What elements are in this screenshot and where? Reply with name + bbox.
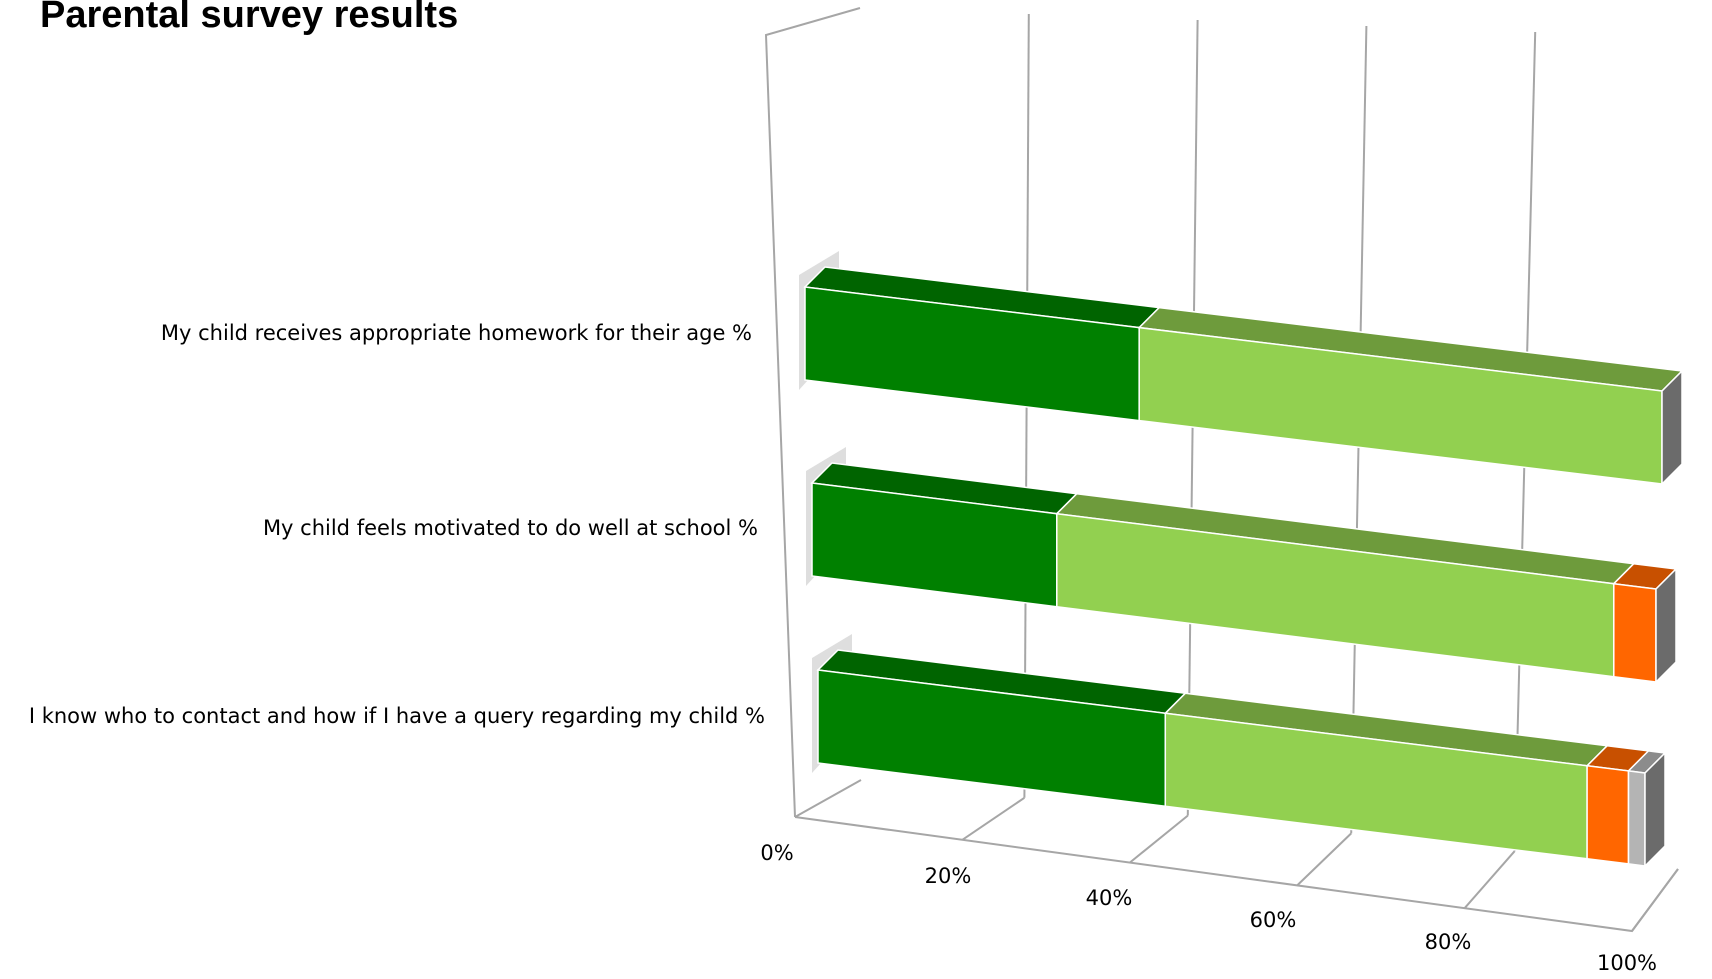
bar-group <box>806 447 1678 684</box>
bar-end-cap <box>1661 369 1683 486</box>
x-tick-label: 60% <box>1250 908 1297 932</box>
floor-gridline <box>1296 832 1352 887</box>
floor-gridline <box>961 796 1025 841</box>
x-tick-label: 0% <box>760 841 793 865</box>
category-labels: My child receives appropriate homework f… <box>29 321 765 728</box>
category-label: My child receives appropriate homework f… <box>161 321 752 345</box>
category-label: I know who to contact and how if I have … <box>29 704 765 728</box>
bar-group <box>799 251 1684 486</box>
bar-segment <box>1586 764 1630 865</box>
x-tick-label: 80% <box>1425 930 1472 954</box>
side-wall <box>764 7 861 818</box>
bar-group <box>812 634 1667 868</box>
bar-segment <box>1627 770 1646 867</box>
chart-title: Parental survey results <box>40 0 459 36</box>
floor-gridline <box>1631 868 1679 932</box>
x-tick-labels: 0% 20% 40% 60% 80% 100% <box>760 841 1657 975</box>
x-tick-label: 100% <box>1597 951 1657 975</box>
floor-gridline <box>1129 814 1189 864</box>
floor-gridline <box>794 779 862 818</box>
floor-gridline <box>1463 850 1516 909</box>
bar-end-cap <box>1655 567 1677 684</box>
x-tick-label: 20% <box>925 864 972 888</box>
bar-end-cap <box>1644 751 1666 868</box>
bars <box>799 251 1684 868</box>
bar-segment <box>1613 582 1657 683</box>
category-label: My child feels motivated to do well at s… <box>263 516 758 540</box>
x-tick-label: 40% <box>1086 886 1133 910</box>
